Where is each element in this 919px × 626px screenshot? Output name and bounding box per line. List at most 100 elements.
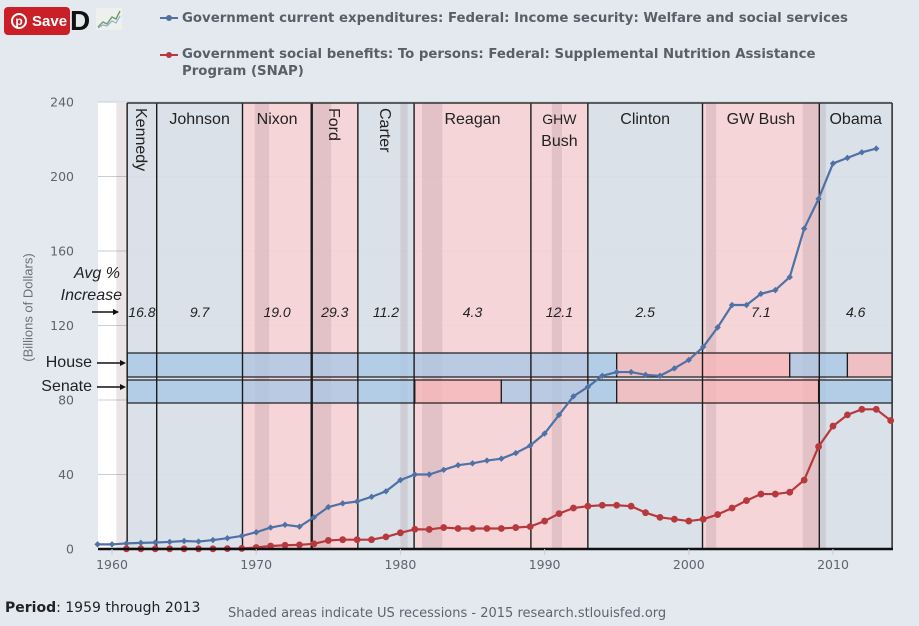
data-point-welfare (685, 356, 692, 364)
arrow-icon (120, 360, 126, 366)
recession-band (116, 103, 128, 549)
pinterest-save-button[interactable]: p Save (4, 7, 70, 35)
pinterest-icon: p (11, 13, 27, 29)
data-point-snap (570, 504, 577, 512)
data-point-snap (743, 497, 750, 504)
president-band-ford (311, 103, 358, 549)
data-point-welfare (382, 488, 390, 495)
data-point-snap (699, 515, 707, 523)
president-label-ghw-bush: GHW (542, 111, 577, 127)
legend-label-snap: Government social benefits: To persons: … (182, 47, 816, 79)
data-point-welfare (815, 195, 822, 203)
arrow-icon (113, 309, 119, 315)
data-point-welfare (281, 521, 289, 528)
d-logo-icon[interactable]: D (70, 5, 91, 36)
president-band-reagan (414, 103, 531, 549)
data-point-welfare (123, 540, 130, 547)
y-tick-label: 240 (50, 95, 74, 110)
president-band-ghw-bush (530, 103, 588, 549)
legend-swatch-welfare (160, 13, 178, 23)
congress-bars (126, 352, 893, 404)
y-tick-label: 160 (50, 244, 74, 259)
period-text: Period: 1959 through 2013 (5, 600, 200, 616)
data-point-welfare (858, 149, 866, 156)
save-label: Save (32, 12, 68, 30)
data-point-welfare (483, 457, 491, 464)
data-point-welfare (656, 372, 664, 379)
avg-increase-label: Increase (61, 287, 122, 304)
data-point-welfare (829, 160, 837, 167)
x-tick-label: 1960 (96, 557, 128, 572)
house-label: House (46, 354, 92, 371)
senate-control-rep (616, 379, 820, 404)
chart-text: Kennedy 16.8 Johnson 9.7 Nixon 19.0 Ford 29.3 Ca… (41, 108, 882, 395)
data-point-welfare (844, 154, 851, 162)
avg-increase-label: Avg % (73, 265, 120, 282)
president-label-nixon: Nixon (257, 111, 298, 128)
president-band-gw-bush (702, 103, 820, 549)
data-point-snap (800, 476, 808, 484)
data-point-welfare (541, 430, 548, 437)
avg-increase-value: 29.3 (320, 304, 348, 320)
legend-item-welfare[interactable]: Government current expenditures: Federal… (160, 11, 848, 26)
data-point-welfare (728, 301, 736, 309)
legend-label-welfare: Government current expenditures: Federal… (182, 11, 848, 26)
president-label-ford: Ford (325, 108, 342, 141)
data-point-snap (541, 517, 548, 525)
avg-increase-value: 4.6 (846, 304, 866, 320)
data-point-welfare (627, 368, 635, 376)
president-label-clinton: Clinton (620, 111, 670, 128)
data-point-welfare (195, 538, 202, 545)
data-point-snap (281, 541, 289, 549)
data-point-snap (440, 524, 448, 531)
x-tick-label: 2000 (673, 557, 705, 572)
data-point-welfare (339, 500, 346, 507)
avg-increase-value: 9.7 (190, 304, 211, 320)
recession-band (400, 103, 408, 549)
avg-increase-value: 16.8 (128, 304, 155, 320)
data-point-snap (584, 502, 592, 510)
president-label-ghw-bush: Bush (541, 133, 577, 150)
data-point-welfare (137, 539, 145, 547)
y-tick-label: 40 (58, 467, 74, 482)
recession-band (312, 103, 332, 549)
house-control-rep (846, 352, 893, 378)
data-point-welfare (800, 225, 808, 232)
data-point-welfare (714, 324, 721, 331)
data-point-snap (757, 490, 765, 498)
data-point-welfare (180, 537, 188, 545)
x-tick-label: 2010 (817, 557, 849, 572)
avg-increase-value: 11.2 (373, 304, 399, 320)
recession-band (422, 103, 443, 549)
data-point-snap (872, 405, 880, 413)
data-point-welfare (224, 534, 231, 542)
president-label-reagan: Reagan (444, 111, 500, 128)
president-label-johnson: Johnson (169, 111, 230, 128)
data-point-welfare (512, 449, 519, 457)
x-tick-label: 1990 (529, 557, 561, 572)
data-point-welfare (700, 343, 707, 351)
senate-control-rep (414, 379, 502, 404)
data-point-welfare (296, 523, 303, 530)
data-point-snap (613, 501, 621, 509)
president-label-obama: Obama (829, 111, 882, 128)
data-point-welfare (469, 460, 476, 467)
data-point-snap (324, 537, 332, 544)
data-point-snap (786, 488, 794, 496)
data-point-welfare (613, 368, 620, 376)
data-point-snap (512, 524, 520, 531)
data-point-snap (627, 502, 635, 510)
data-point-welfare (555, 411, 563, 419)
president-label-gw-bush: GW Bush (727, 111, 795, 128)
data-point-snap (815, 443, 822, 450)
recession-band (551, 103, 562, 549)
senate-control-dem (126, 379, 416, 404)
period-value: : 1959 through 2013 (56, 600, 201, 616)
senate-control-dem (500, 379, 618, 404)
sparkline-icon[interactable] (96, 8, 122, 30)
data-point-welfare (310, 514, 318, 521)
legend-item-snap[interactable]: Government social benefits: To persons: … (160, 46, 880, 80)
house-control-dem (789, 352, 849, 378)
x-tick-label: 1970 (240, 557, 272, 572)
